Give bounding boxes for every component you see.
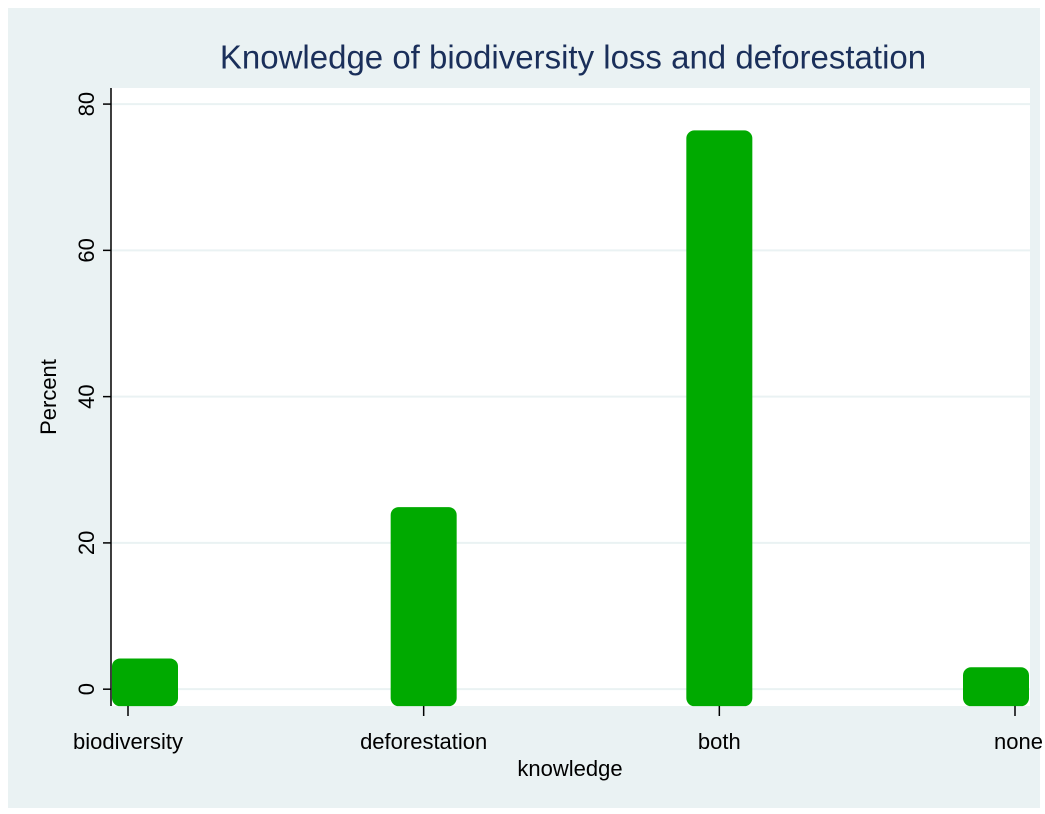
x-axis-label: knowledge xyxy=(517,756,622,781)
bar xyxy=(112,658,178,707)
y-tick-label: 80 xyxy=(74,92,99,116)
x-tick-label: biodiversity xyxy=(73,729,183,754)
y-tick-label: 40 xyxy=(74,384,99,408)
x-tick-label: none xyxy=(994,729,1043,754)
bar xyxy=(390,507,457,707)
y-axis-label: Percent xyxy=(36,359,61,435)
chart-title: Knowledge of biodiversity loss and defor… xyxy=(220,39,926,76)
bar xyxy=(963,667,1029,707)
y-tick-label: 20 xyxy=(74,531,99,555)
y-tick-label: 60 xyxy=(74,238,99,262)
y-tick-label: 0 xyxy=(74,683,99,695)
x-tick-label: deforestation xyxy=(360,729,487,754)
x-tick-label: both xyxy=(698,729,741,754)
bar xyxy=(686,130,753,707)
